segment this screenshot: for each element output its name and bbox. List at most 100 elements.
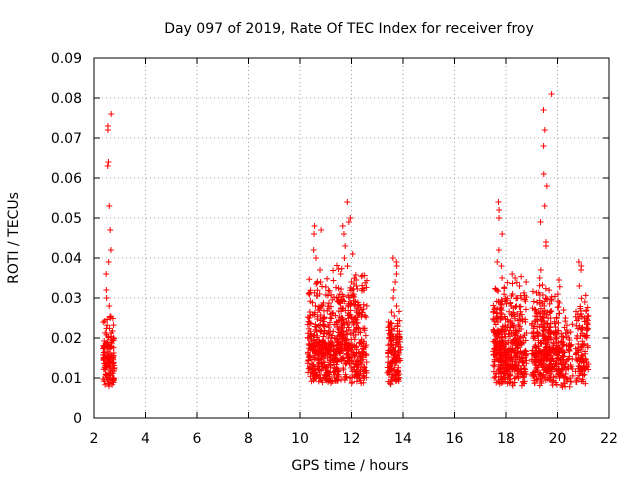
data-point (349, 368, 356, 375)
data-point (362, 312, 369, 319)
data-point (363, 351, 370, 358)
data-point (513, 303, 520, 310)
data-point (107, 227, 114, 233)
data-point (339, 315, 346, 322)
data-point (501, 313, 508, 320)
data-point (500, 370, 507, 377)
data-point (542, 340, 549, 347)
data-point (543, 183, 550, 189)
data-point (546, 324, 553, 331)
data-point (361, 325, 368, 332)
data-point (578, 325, 585, 332)
data-point (575, 344, 582, 351)
data-point (324, 355, 331, 362)
data-point (110, 374, 117, 381)
data-point (360, 287, 367, 294)
x-tick-label: 4 (141, 431, 150, 447)
data-point (576, 322, 583, 329)
data-point (317, 312, 324, 319)
data-point (335, 341, 342, 348)
data-point (397, 344, 404, 351)
data-point (556, 283, 563, 290)
data-point (498, 263, 505, 269)
data-point (357, 377, 364, 384)
data-point (340, 319, 347, 326)
data-point (518, 382, 525, 389)
data-point (497, 299, 504, 306)
data-point (510, 309, 517, 316)
data-point (353, 320, 360, 327)
data-point (345, 300, 352, 307)
data-point (331, 335, 338, 342)
data-point (538, 378, 545, 385)
y-tick-labels: 0 0.01 0.02 0.03 0.04 0.05 0.06 0.07 0.08 0.09 (51, 51, 82, 427)
data-point (315, 357, 322, 364)
data-point (548, 297, 555, 304)
data-point (534, 323, 541, 330)
data-point (514, 311, 521, 317)
data-point (494, 259, 501, 265)
data-point (100, 357, 107, 364)
data-point (355, 358, 362, 365)
data-point (355, 329, 362, 336)
data-point (559, 333, 566, 340)
data-point (328, 315, 335, 322)
data-point (556, 310, 563, 317)
data-points (100, 91, 592, 390)
data-point (575, 355, 582, 362)
data-point (355, 310, 362, 317)
data-point (518, 325, 525, 332)
data-point (105, 342, 112, 349)
data-point (490, 362, 497, 369)
data-point (387, 381, 394, 388)
data-point (521, 292, 528, 299)
axis-ticks (93, 57, 610, 419)
x-tick-label: 2 (90, 431, 99, 447)
data-point (521, 365, 528, 372)
data-point (348, 279, 355, 285)
data-point (518, 311, 525, 318)
data-point (353, 283, 360, 289)
x-tick-label: 16 (446, 431, 464, 447)
data-point (536, 349, 543, 356)
data-point (333, 364, 340, 371)
data-point (569, 321, 576, 328)
data-point (509, 291, 516, 297)
data-point (307, 287, 314, 294)
data-point (353, 367, 360, 374)
data-point (344, 354, 351, 361)
data-point (102, 381, 109, 388)
data-point (558, 330, 565, 337)
data-point (330, 343, 337, 350)
data-point (306, 364, 313, 371)
data-point (493, 350, 500, 357)
data-point (312, 255, 319, 261)
data-point (340, 366, 347, 373)
data-point (574, 375, 581, 382)
data-point (566, 336, 573, 343)
data-point (347, 284, 354, 291)
data-point (337, 271, 344, 277)
data-point (547, 346, 554, 353)
data-point (558, 382, 565, 389)
data-point (581, 371, 588, 378)
data-point (574, 349, 581, 356)
data-point (547, 320, 554, 327)
data-point (499, 231, 506, 237)
data-point (324, 275, 331, 282)
data-point (530, 335, 537, 342)
data-point (326, 319, 333, 326)
data-point (351, 316, 358, 323)
data-point (560, 334, 567, 341)
data-point (509, 271, 516, 277)
data-point (348, 380, 355, 387)
data-point (585, 312, 592, 319)
data-point (332, 368, 339, 375)
data-point (537, 339, 544, 346)
data-point (541, 302, 548, 309)
data-point (101, 317, 108, 324)
data-point (495, 247, 502, 253)
data-point (358, 361, 365, 368)
data-point (312, 344, 318, 351)
data-point (541, 127, 548, 133)
